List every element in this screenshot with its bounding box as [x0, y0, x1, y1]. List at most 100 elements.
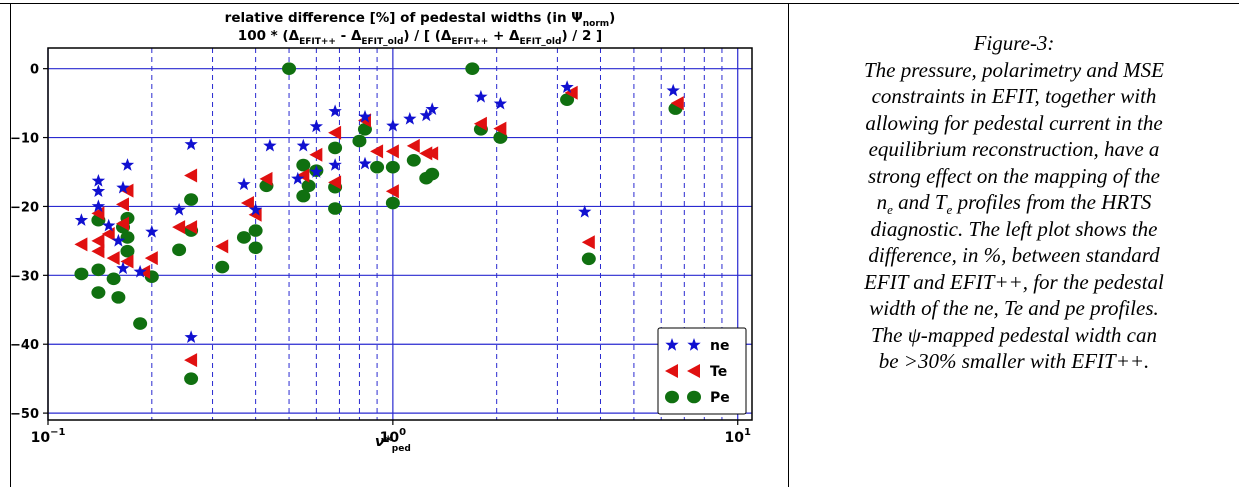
y-tick-label: −20: [10, 200, 39, 215]
data-point-ne: [116, 261, 130, 275]
data-point-te: [370, 144, 384, 159]
data-point-pe: [357, 122, 372, 136]
data-points: [74, 62, 684, 385]
data-point-ne: [560, 80, 574, 93]
caption-t-subscript: e: [946, 202, 953, 218]
caption-n-subscript: e: [887, 202, 893, 218]
x-axis-label: ν*ped: [375, 434, 411, 454]
data-point-pe: [74, 267, 89, 281]
chart-subtitle: 100 * (ΔEFIT++ - ΔEFIT_old) / [ (ΔEFIT++…: [238, 28, 602, 47]
data-point-te: [116, 197, 130, 212]
data-point-pe: [172, 243, 187, 257]
table-border-top: [0, 3, 1239, 4]
scatter-chart: relative difference [%] of pedestal widt…: [10, 10, 753, 454]
data-point-ne: [172, 202, 186, 216]
x-tick-exponent: −1: [50, 427, 65, 438]
caption-heading: Figure-3:: [973, 31, 1055, 55]
legend-label-te: Te: [710, 364, 727, 380]
figure-caption: Figure-3: The pressure, polarimetry and …: [789, 30, 1239, 375]
chart-subtitle-subscript: EFIT_old: [519, 37, 561, 47]
data-point-te: [581, 235, 595, 250]
data-point-ne: [474, 89, 488, 103]
caption-line: constraints in EFIT, together with: [871, 84, 1157, 108]
data-point-te: [385, 184, 399, 199]
data-point-te: [116, 216, 130, 231]
x-axis-label-subscript: ped: [392, 444, 411, 454]
data-point-te: [184, 353, 198, 368]
chart-subtitle-text: + Δ: [488, 28, 520, 44]
data-point-te: [493, 121, 507, 136]
data-point-te: [425, 146, 439, 161]
data-point-ne: [120, 158, 135, 171]
data-point-pe: [91, 263, 106, 277]
data-point-te: [215, 239, 229, 254]
data-point-pe: [236, 231, 251, 244]
legend-marker-ne: [665, 338, 679, 351]
data-point-te: [144, 251, 158, 266]
caption-line: be >30% smaller with EFIT++.: [878, 349, 1150, 373]
chart-title-close-paren: ): [609, 10, 615, 26]
data-point-ne: [116, 180, 130, 194]
chart-subtitle-text: 100 * (Δ: [238, 28, 300, 44]
data-point-pe: [465, 62, 480, 75]
data-point-ne: [666, 83, 680, 97]
data-point-pe: [296, 158, 311, 172]
data-point-ne: [145, 224, 159, 238]
x-tick-base: 10: [31, 430, 51, 446]
data-point-ne: [74, 213, 89, 226]
caption-line: diagnostic. The left plot shows the: [870, 216, 1158, 241]
caption-n: n: [876, 190, 888, 214]
plot-frame: [47, 47, 753, 421]
caption-profiles: profiles from the HRTS: [952, 190, 1152, 214]
data-point-pe: [215, 260, 230, 274]
data-point-ne: [309, 165, 323, 178]
data-point-ne: [309, 119, 323, 133]
data-point-te: [91, 244, 105, 259]
table-border-left: [10, 3, 11, 487]
x-tick-base: 10: [380, 430, 400, 446]
data-point-te: [240, 196, 254, 210]
table-border-middle: [788, 3, 789, 487]
data-point-pe: [248, 224, 263, 237]
legend-marker-pe: [665, 390, 679, 404]
data-point-ne: [386, 118, 400, 132]
data-point-ne: [358, 109, 372, 123]
data-point-te: [91, 233, 105, 248]
chart-subtitle-subscript: EFIT++: [451, 37, 488, 47]
data-point-te: [101, 227, 115, 241]
data-point-ne: [328, 158, 342, 171]
caption-line-ne-te: ne and Te profiles from the HRTS: [876, 190, 1152, 218]
caption-line: difference, in %, between standard: [868, 243, 1160, 267]
data-point-te: [406, 138, 420, 153]
data-point-te: [473, 116, 487, 131]
chart-subtitle-text: ) / [ (Δ: [403, 28, 452, 44]
data-point-ne: [493, 96, 507, 110]
data-point-ne: [296, 138, 310, 152]
x-tick-exponent: 0: [399, 427, 406, 438]
data-point-te: [120, 254, 134, 269]
data-point-pe: [111, 291, 126, 304]
chart-title: relative difference [%] of pedestal widt…: [225, 10, 616, 29]
caption-line: The pressure, polarimetry and MSE: [864, 57, 1164, 82]
data-point-te: [328, 125, 342, 140]
data-point-te: [328, 175, 342, 190]
data-point-ne: [111, 233, 126, 247]
data-point-te: [184, 220, 198, 235]
data-point-te: [172, 220, 186, 235]
data-point-pe: [120, 231, 135, 244]
legend-label-pe: Pe: [710, 390, 730, 406]
data-point-te: [309, 147, 323, 162]
data-point-ne: [91, 199, 106, 213]
data-point-te: [74, 237, 88, 252]
x-tick-label: 100: [380, 427, 406, 446]
caption-line: strong effect on the mapping of the: [867, 163, 1160, 188]
data-point-te: [385, 144, 399, 159]
caption-and-t: and T: [892, 190, 947, 214]
data-point-pe: [248, 241, 263, 255]
data-point-te: [296, 168, 310, 183]
data-point-pe: [301, 179, 316, 193]
data-point-ne: [184, 137, 198, 151]
data-point-pe: [282, 62, 297, 75]
data-point-pe: [385, 160, 400, 174]
